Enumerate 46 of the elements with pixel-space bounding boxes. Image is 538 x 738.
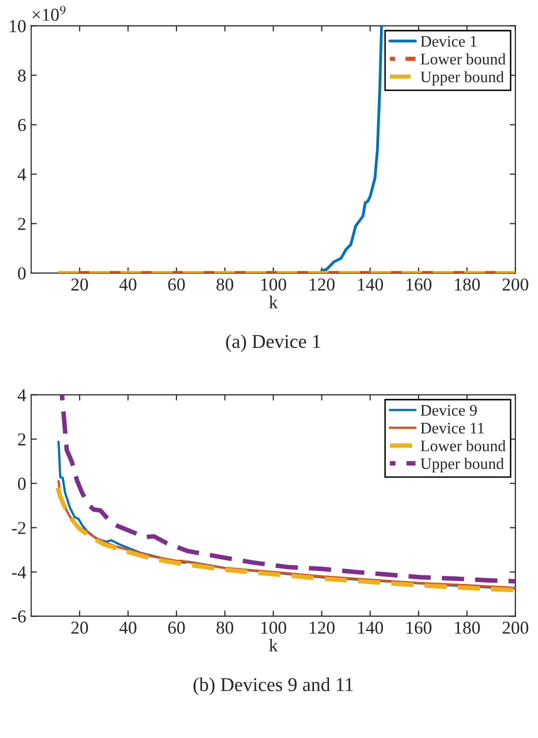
x-axis-title: k: [269, 296, 278, 308]
x-tick-label: 160: [406, 278, 432, 291]
x-tick-label: 160: [406, 622, 432, 634]
x-tick-label: 200: [502, 278, 528, 291]
legend-label: Lower bound: [420, 53, 506, 65]
x-tick-label: 20: [71, 278, 88, 291]
text: (a) Device 1: [226, 334, 320, 352]
y-tick-label: 0: [18, 267, 26, 280]
legend-label: Upper bound: [420, 458, 504, 472]
y-tick-label: 0: [18, 478, 26, 490]
y-tick-label: 4: [18, 168, 26, 180]
y-tick-label: 2: [18, 433, 26, 446]
x-tick-label: 100: [261, 622, 286, 634]
x-tick-label: 120: [310, 622, 335, 634]
y-tick-label: 8: [18, 70, 26, 82]
x-tick-label: 100: [261, 278, 286, 291]
x-tick-label: 60: [168, 622, 185, 634]
y-tick-label: 6: [18, 119, 26, 132]
x-tick-label: 140: [358, 622, 383, 634]
y-tick-label: 2: [18, 218, 26, 230]
x-tick-label: 60: [168, 278, 185, 291]
legend-label: Upper bound: [420, 71, 504, 86]
x-tick-label: 80: [216, 278, 234, 291]
legend-label: Device 11: [420, 422, 484, 434]
legend-label: Lower bound: [420, 440, 506, 452]
x-tick-label: 120: [310, 278, 335, 291]
x-axis-title: k: [269, 638, 278, 652]
x-tick-label: 20: [71, 622, 88, 634]
text: ×10$^{9}$: [32, 6, 66, 21]
y-tick-label: 4: [18, 389, 26, 402]
y-tick-label: -4: [12, 566, 26, 578]
y-tick-label: -2: [12, 522, 26, 534]
x-tick-label: 180: [455, 278, 480, 291]
line-series: [60, 394, 516, 584]
legend-label: Device 1: [420, 36, 476, 47]
text: (b) Devices 9 and 11: [194, 678, 353, 696]
line-series: [320, 26, 383, 272]
x-tick-label: 140: [358, 278, 383, 291]
x-tick-label: 40: [119, 622, 136, 634]
legend-label: Device 9: [420, 405, 477, 416]
x-tick-label: 200: [502, 622, 528, 634]
x-tick-label: 180: [455, 622, 480, 634]
y-tick-label: 10: [10, 20, 26, 32]
x-tick-label: 40: [119, 278, 136, 291]
y-tick-label: -6: [12, 610, 26, 623]
x-tick-label: 80: [216, 622, 234, 634]
